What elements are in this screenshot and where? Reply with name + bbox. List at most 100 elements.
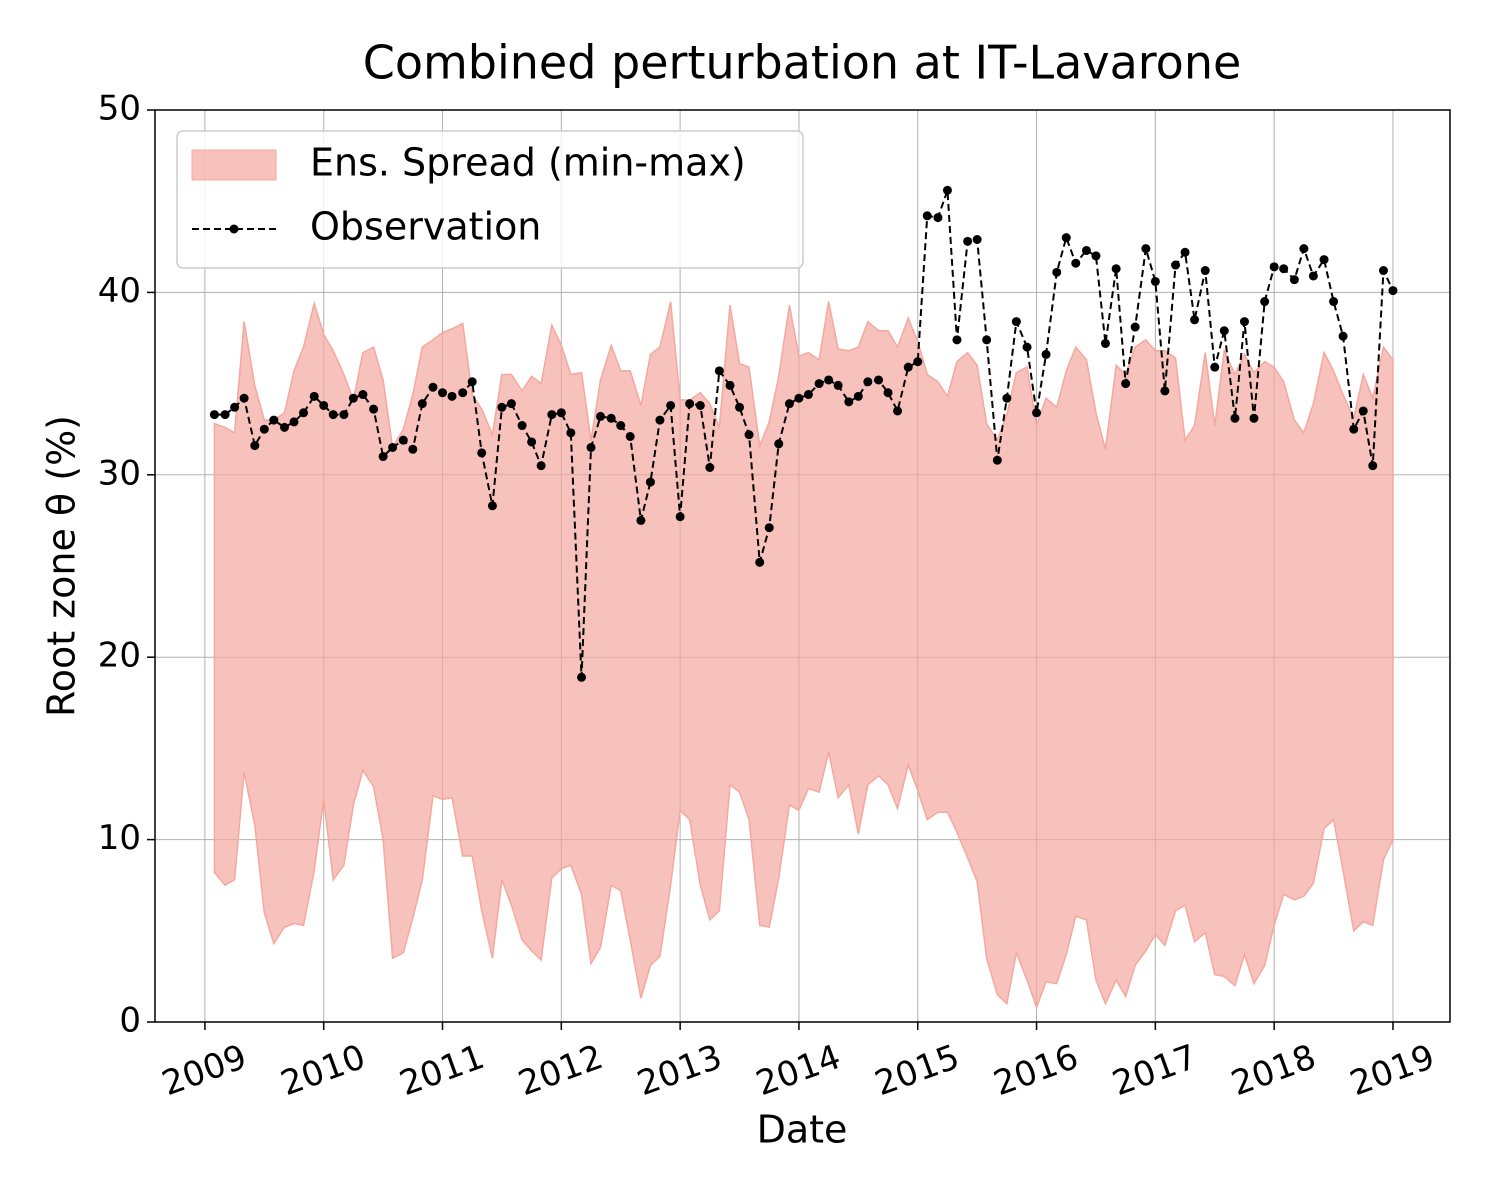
- observation-point: [655, 415, 665, 425]
- observation-point: [1032, 408, 1042, 418]
- observation-point: [1071, 258, 1081, 268]
- y-tick-label: 30: [98, 453, 141, 493]
- observation-point: [369, 404, 379, 414]
- observation-point: [863, 377, 873, 387]
- observation-point: [883, 388, 893, 398]
- x-tick-label: 2018: [1226, 1037, 1321, 1104]
- observation-point: [309, 391, 319, 401]
- observation-point: [794, 393, 804, 403]
- observation-point: [209, 410, 219, 420]
- observation-point: [705, 463, 715, 473]
- observation-point: [1022, 342, 1032, 352]
- x-tick-label: 2012: [513, 1037, 608, 1104]
- observation-point: [1230, 413, 1240, 423]
- observation-point: [1319, 255, 1329, 265]
- observation-point: [438, 388, 448, 398]
- observation-point: [1091, 251, 1101, 261]
- observation-point: [388, 442, 398, 452]
- chart-title: Combined perturbation at IT-Lavarone: [363, 36, 1242, 90]
- y-tick-label: 0: [119, 1001, 141, 1041]
- observation-point: [814, 379, 824, 389]
- observation-point: [1052, 267, 1062, 277]
- observation-point: [289, 417, 299, 427]
- observation-point: [1279, 264, 1289, 274]
- x-tick-label: 2011: [395, 1037, 490, 1104]
- observation-point: [239, 393, 249, 403]
- legend: Ens. Spread (min-max) Observation: [176, 130, 804, 269]
- observation-point: [299, 408, 309, 418]
- observation-point: [577, 672, 587, 682]
- observation-point: [636, 515, 646, 525]
- observation-point: [417, 399, 427, 409]
- observation-point: [1368, 461, 1378, 471]
- observation-point: [606, 413, 616, 423]
- observation-point: [1121, 379, 1131, 389]
- y-tick-label: 10: [98, 818, 141, 858]
- observation-point: [1299, 244, 1309, 254]
- observation-point: [774, 439, 784, 449]
- observation-point: [339, 410, 349, 420]
- observation-point: [378, 452, 388, 462]
- observation-point: [259, 424, 269, 434]
- legend-label: Observation: [310, 205, 541, 249]
- observation-point: [280, 422, 289, 432]
- observation-point: [1002, 393, 1012, 403]
- observation-point: [735, 402, 745, 412]
- observation-point: [1150, 276, 1160, 286]
- observation-point: [755, 557, 765, 567]
- observation-point: [458, 388, 468, 398]
- x-tick-label: 2019: [1345, 1037, 1440, 1104]
- observation-point: [784, 399, 794, 409]
- x-tick-label: 2015: [870, 1037, 965, 1104]
- observation-point: [764, 523, 774, 533]
- observation-point: [963, 236, 973, 246]
- y-tick-label: 50: [98, 89, 141, 129]
- observation-point: [616, 421, 626, 431]
- observation-point: [408, 444, 418, 454]
- observation-point: [893, 406, 903, 416]
- observation-point: [596, 411, 606, 421]
- observation-point: [536, 461, 546, 471]
- observation-point: [695, 400, 705, 410]
- y-tick-label: 40: [98, 271, 141, 311]
- observation-point: [803, 390, 813, 400]
- observation-point: [487, 501, 497, 511]
- observation-point: [1260, 297, 1270, 307]
- legend-swatch: [191, 149, 277, 181]
- y-tick-label: 20: [98, 636, 141, 676]
- y-axis-label: Root zone θ (%): [40, 415, 84, 717]
- legend-label: Ens. Spread (min-max): [310, 141, 746, 185]
- observation-point: [913, 357, 923, 367]
- observation-point: [1329, 297, 1339, 307]
- x-tick-label: 2014: [751, 1037, 846, 1104]
- observation-point: [497, 402, 507, 412]
- observation-point: [1141, 244, 1151, 254]
- observation-point: [675, 512, 685, 522]
- x-tick-label: 2013: [632, 1037, 727, 1104]
- observation-point: [1378, 266, 1388, 276]
- legend-marker: [229, 224, 239, 234]
- observation-point: [992, 455, 1002, 465]
- observation-point: [824, 375, 834, 385]
- observation-point: [1171, 260, 1181, 270]
- observation-point: [1338, 331, 1348, 341]
- x-tick-label: 2016: [989, 1037, 1084, 1104]
- observation-point: [506, 399, 516, 409]
- observation-point: [972, 235, 982, 245]
- observation-point: [477, 448, 487, 458]
- observation-point: [1061, 233, 1071, 243]
- observation-point: [844, 397, 854, 407]
- observation-point: [447, 391, 457, 401]
- observation-point: [556, 408, 566, 418]
- observation-point: [398, 435, 408, 445]
- observation-point: [942, 185, 952, 195]
- observation-point: [517, 421, 527, 431]
- observation-point: [328, 410, 338, 420]
- observation-point: [725, 380, 735, 390]
- observation-point: [467, 377, 477, 387]
- spread-band: [213, 300, 1394, 1010]
- observation-point: [269, 415, 279, 425]
- observation-point: [250, 441, 260, 451]
- observation-point: [1349, 424, 1359, 434]
